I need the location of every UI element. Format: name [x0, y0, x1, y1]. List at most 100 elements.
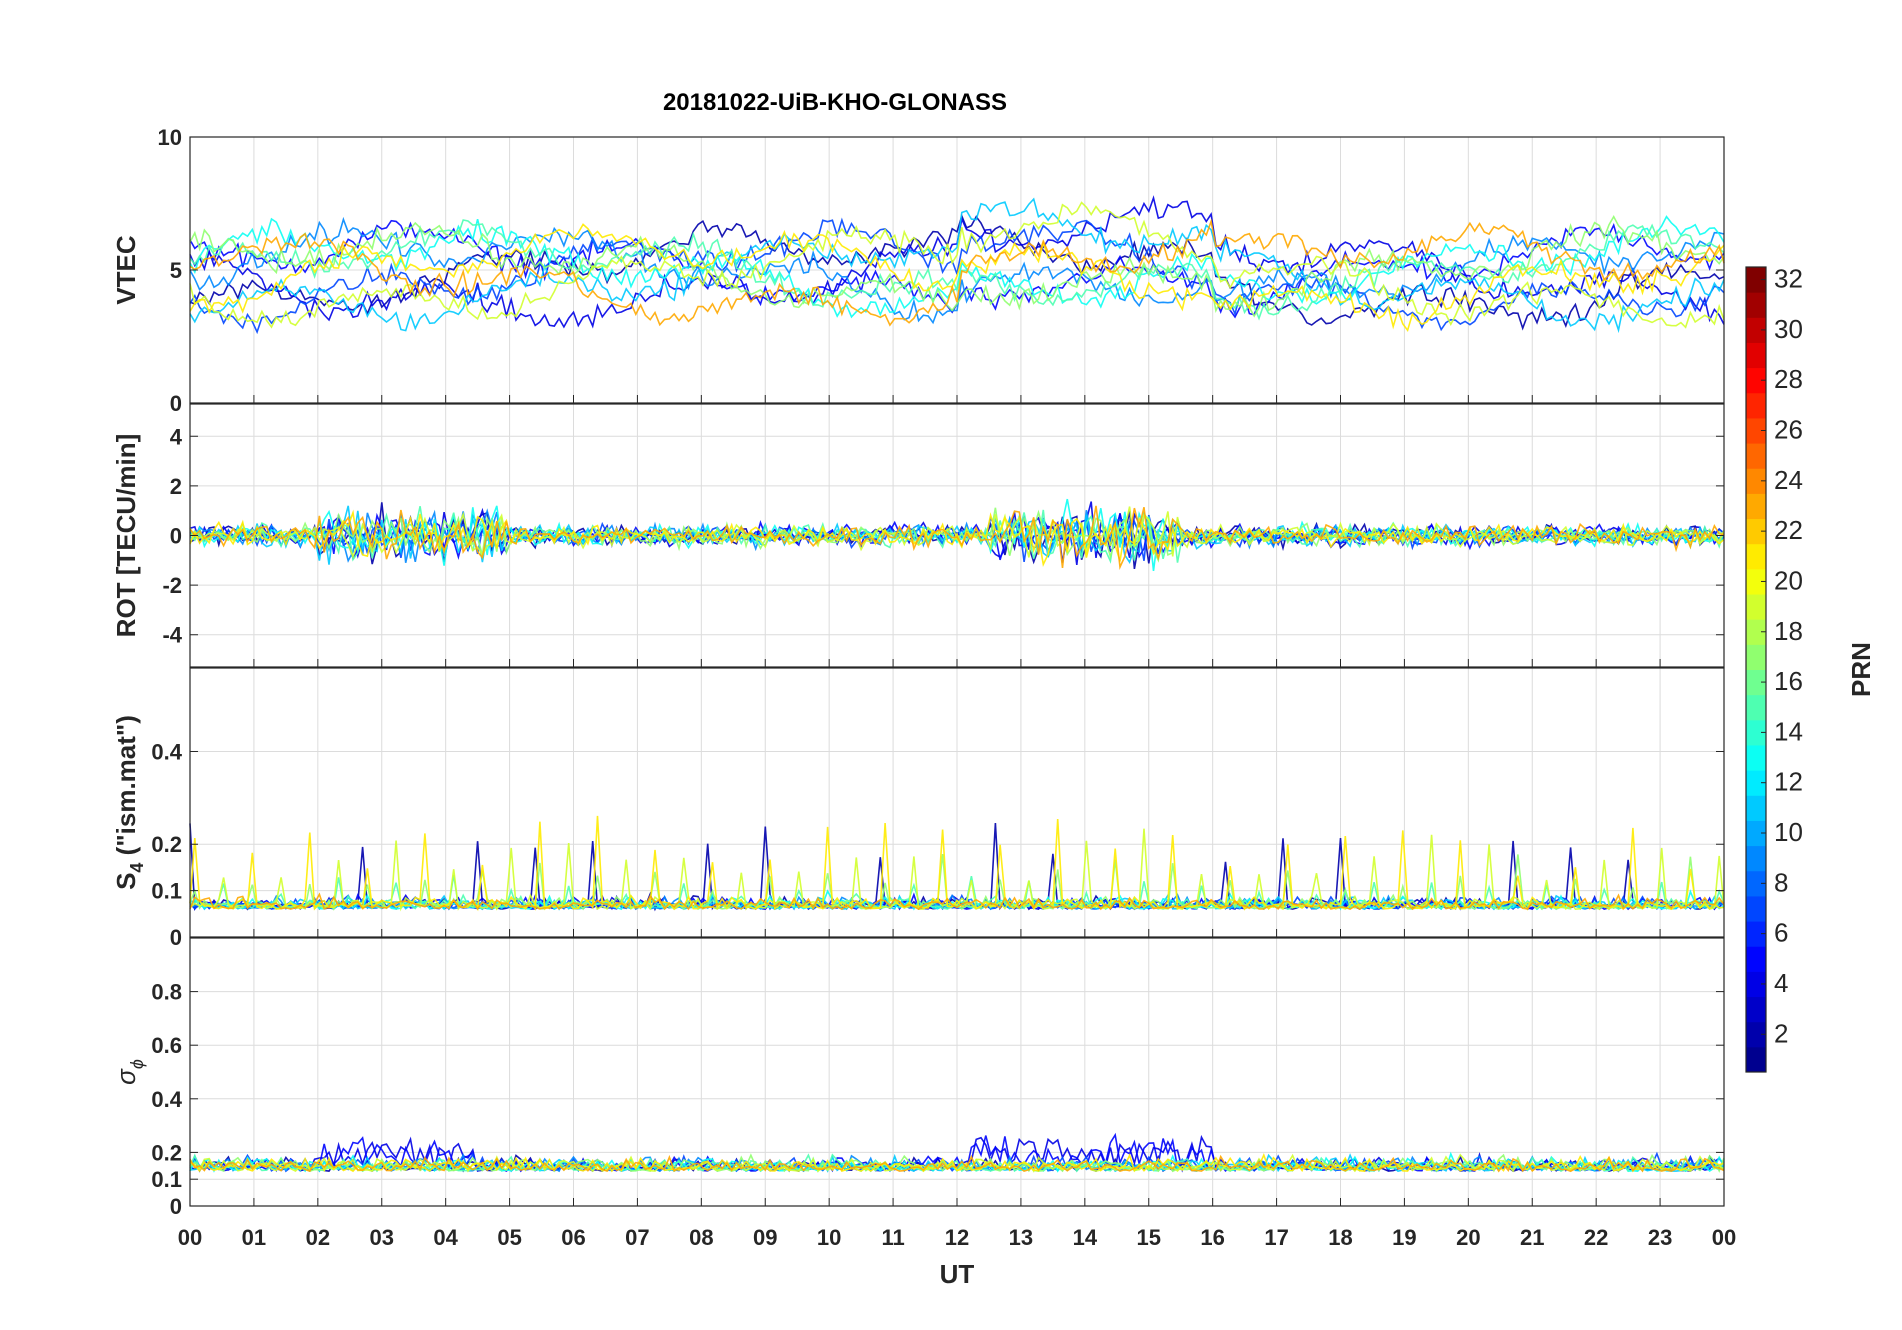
y-tick-label: 0.6	[151, 1033, 182, 1058]
colorbar-band	[1746, 392, 1766, 419]
y-tick-label: 10	[158, 125, 182, 150]
panel-4-traces	[189, 1132, 1725, 1173]
colorbar-band	[1746, 317, 1766, 343]
colorbar-tick-label: 18	[1774, 616, 1803, 646]
y-tick-label: 0	[170, 391, 182, 416]
colorbar-band	[1746, 493, 1766, 520]
colorbar-band	[1746, 568, 1766, 595]
y-tick-label: 4	[170, 424, 183, 449]
trace-prn-23	[189, 218, 1725, 327]
panel-2-traces	[189, 498, 1725, 571]
colorbar-band	[1746, 267, 1766, 293]
x-tick-label: 00	[1712, 1225, 1736, 1250]
colorbar-band	[1746, 292, 1766, 318]
y-axis-label: σϕ	[111, 1059, 147, 1085]
y-tick-label: 5	[170, 258, 182, 283]
x-tick-label: 14	[1073, 1225, 1098, 1250]
colorbar-band	[1746, 694, 1766, 721]
x-tick-label: 06	[561, 1225, 585, 1250]
colorbar-band	[1746, 921, 1766, 947]
panel-1-traces	[189, 195, 1725, 335]
x-tick-label: 19	[1392, 1225, 1416, 1250]
colorbar-band	[1746, 946, 1766, 972]
colorbar-band	[1746, 417, 1766, 444]
panel-3: 00.10.20.4S4 ("ism.mat")	[111, 667, 1725, 950]
trace-prn-23	[189, 1154, 1725, 1173]
trace-prn-21	[189, 815, 1725, 912]
y-tick-label: 0.1	[151, 879, 182, 904]
x-tick-label: 17	[1264, 1225, 1288, 1250]
y-label-subscript: 4	[127, 863, 147, 873]
colorbar-tick-label: 12	[1774, 767, 1803, 797]
x-tick-label: 18	[1328, 1225, 1352, 1250]
colorbar-band	[1746, 996, 1766, 1023]
chart-title: 20181022-UiB-KHO-GLONASS	[663, 89, 1007, 116]
x-tick-label: 01	[242, 1225, 266, 1250]
x-axis-label: UT	[940, 1259, 975, 1289]
x-tick-label: 05	[497, 1225, 521, 1250]
colorbar-tick-label: 24	[1774, 465, 1803, 495]
y-tick-label: 0.4	[151, 739, 182, 764]
x-tick-label: 15	[1137, 1225, 1161, 1250]
y-tick-label: 0.1	[151, 1167, 182, 1192]
trace-prn-17	[189, 214, 1725, 318]
x-tick-label: 11	[881, 1225, 904, 1250]
colorbar-tick-label: 10	[1774, 817, 1803, 847]
y-tick-label: 0	[170, 524, 182, 549]
x-tick-label: 21	[1520, 1225, 1544, 1250]
colorbar-band	[1746, 820, 1766, 847]
trace-prn-15	[189, 219, 1725, 321]
panel-1: 0 5 10 VTEC	[111, 125, 1725, 416]
colorbar-band	[1746, 669, 1766, 696]
colorbar-tick-label: 6	[1774, 918, 1788, 948]
colorbar-tick-label: 14	[1774, 716, 1803, 746]
colorbar-band	[1746, 845, 1766, 872]
trace-prn-21	[189, 223, 1725, 333]
x-tick-label: 07	[625, 1225, 649, 1250]
x-tick-labels: 00 01 02 03 04 05 06 07 08 09 10 11 12 13 14 15 16 17 18 19…	[178, 1225, 1736, 1250]
x-tick-label: 09	[753, 1225, 777, 1250]
colorbar-frame	[1745, 266, 1767, 1073]
y-tick-label: 0.4	[151, 1087, 182, 1112]
colorbar-band	[1746, 518, 1766, 545]
y-axis-label: ROT [TECU/min]	[111, 434, 141, 638]
colorbar-label: PRN	[1846, 642, 1876, 697]
x-tick-label: 22	[1584, 1225, 1608, 1250]
x-tick-label: 23	[1648, 1225, 1672, 1250]
y-tick-label: 0	[170, 925, 182, 950]
x-tick-label: 13	[1009, 1225, 1033, 1250]
colorbar-band	[1746, 795, 1766, 821]
y-tick-label: -2	[162, 573, 182, 598]
colorbar-tick-label: 28	[1774, 364, 1803, 394]
colorbar-tick-label: 8	[1774, 867, 1788, 897]
y-tick-label: 0.2	[151, 1140, 182, 1165]
colorbar-band	[1746, 770, 1766, 796]
colorbar-tick-label: 4	[1774, 968, 1788, 998]
y-tick-label: 0.2	[151, 832, 182, 857]
panel-2: -4 -2 0 2 4 ROT [TECU/min]	[111, 403, 1725, 668]
colorbar-tick-label: 16	[1774, 666, 1803, 696]
colorbar-band	[1746, 719, 1766, 746]
y-label-main: S	[111, 873, 141, 890]
x-tick-label: 08	[689, 1225, 713, 1250]
colorbar-band	[1746, 744, 1766, 771]
colorbar-band	[1746, 468, 1766, 494]
y-tick-label: 0.8	[151, 980, 182, 1005]
trace-prn-11	[189, 197, 1725, 334]
x-tick-label: 16	[1200, 1225, 1224, 1250]
trace-prn-23	[189, 505, 1725, 570]
colorbar-band	[1746, 1046, 1766, 1073]
trace-prn-19	[189, 201, 1725, 329]
x-tick-label: 02	[306, 1225, 330, 1250]
panel-4: 00.10.2 0.4 0.6 0.8 σϕ	[111, 937, 1725, 1219]
y-tick-label: 2	[170, 474, 182, 499]
y-tick-label: 0	[170, 1194, 182, 1219]
colorbar-band	[1746, 870, 1766, 897]
colorbar-band	[1746, 1021, 1766, 1048]
x-tick-label: 03	[370, 1225, 394, 1250]
x-tick-label: 20	[1456, 1225, 1480, 1250]
colorbar-band	[1746, 895, 1766, 922]
